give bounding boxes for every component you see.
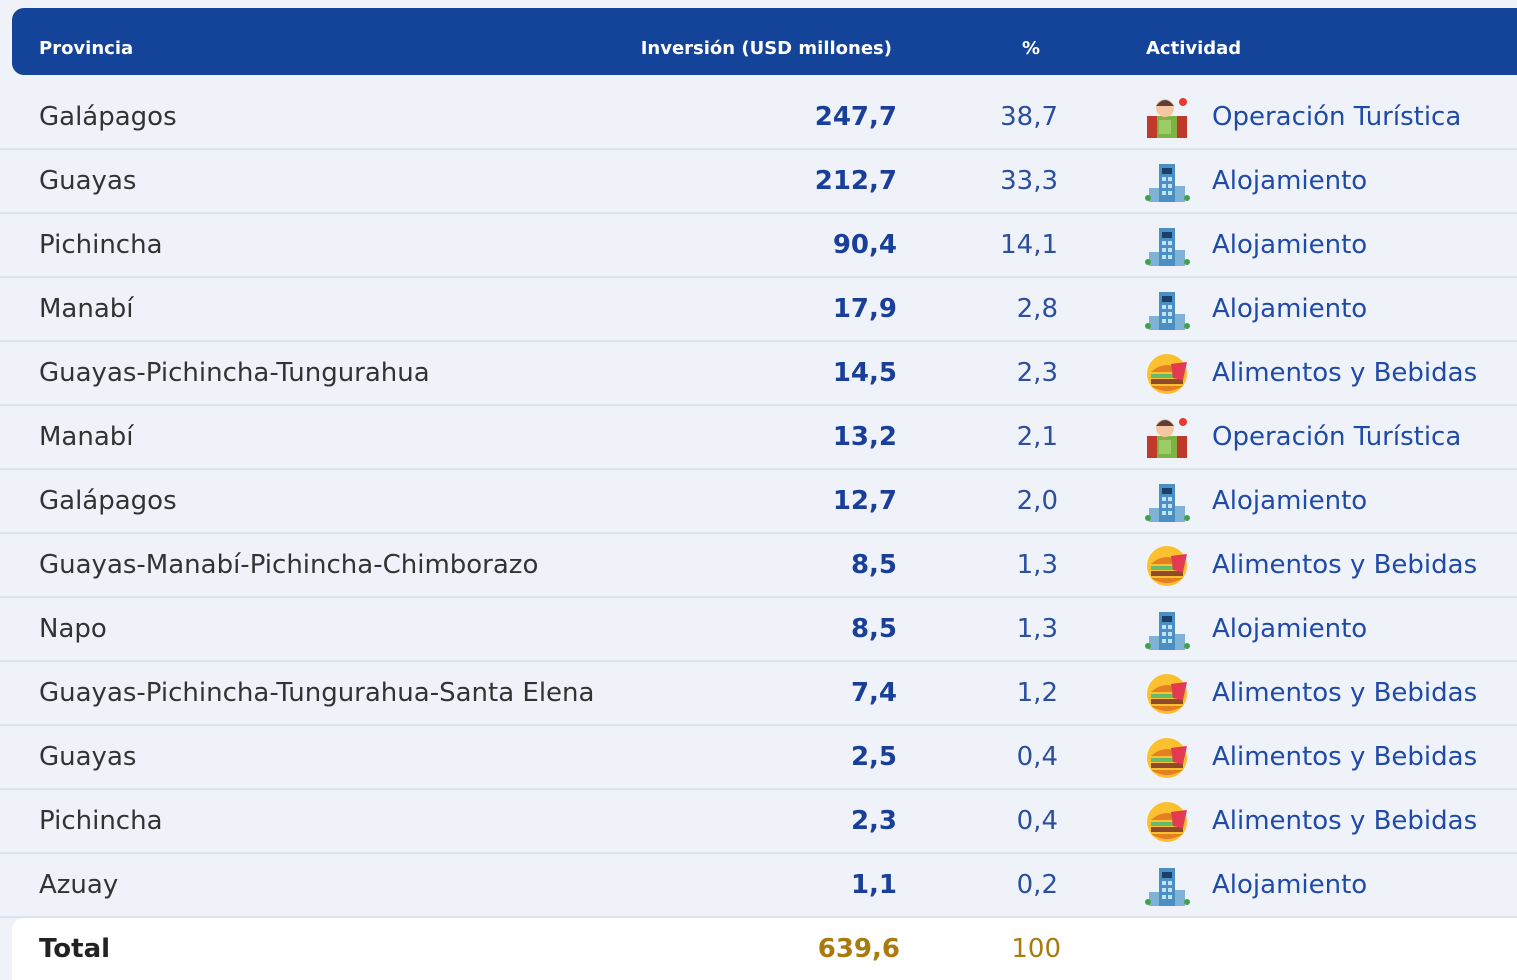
- percent: 1,3: [1016, 550, 1058, 580]
- provincia: Guayas: [39, 742, 137, 772]
- table-row: Pichincha 2,3 0,4 Alimentos y Bebidas: [0, 790, 1517, 854]
- activity-icon: [1143, 798, 1191, 846]
- inversion: 2,5: [850, 742, 897, 772]
- activity-icon: [1143, 734, 1191, 782]
- table-row: Pichincha 90,4 14,1 Alojamiento: [0, 214, 1517, 278]
- activity-icon: [1143, 222, 1191, 270]
- inversion: 2,3: [850, 806, 897, 836]
- actividad: Alojamiento: [1212, 870, 1368, 900]
- table-row: Manabí 17,9 2,8 Alojamiento: [0, 278, 1517, 342]
- inversion: 8,5: [850, 614, 897, 644]
- percent: 0,2: [1016, 870, 1058, 900]
- percent: 2,1: [1016, 422, 1058, 452]
- table-row: Azuay 1,1 0,2 Alojamiento: [0, 854, 1517, 918]
- inversion: 90,4: [832, 230, 897, 260]
- inversion: 247,7: [814, 102, 897, 132]
- provincia: Galápagos: [39, 102, 177, 132]
- activity-icon: [1143, 414, 1191, 462]
- actividad: Operación Turística: [1212, 102, 1462, 132]
- header-inversion: Inversión (USD millones): [640, 38, 892, 59]
- actividad: Alojamiento: [1212, 486, 1368, 516]
- activity-icon: [1143, 862, 1191, 910]
- provincia: Azuay: [39, 870, 119, 900]
- actividad: Alimentos y Bebidas: [1212, 742, 1478, 772]
- provincia: Pichincha: [39, 230, 163, 260]
- activity-icon: [1143, 542, 1191, 590]
- provincia: Pichincha: [39, 806, 163, 836]
- inversion: 1,1: [850, 870, 897, 900]
- actividad: Alojamiento: [1212, 294, 1368, 324]
- table-row: Guayas 2,5 0,4 Alimentos y Bebidas: [0, 726, 1517, 790]
- activity-icon: [1143, 478, 1191, 526]
- activity-icon: [1143, 94, 1191, 142]
- actividad: Alojamiento: [1212, 614, 1368, 644]
- total-row: Total 639,6 100: [12, 918, 1517, 980]
- percent: 2,0: [1016, 486, 1058, 516]
- table-header: Provincia Inversión (USD millones) % Act…: [12, 8, 1517, 75]
- actividad: Alimentos y Bebidas: [1212, 806, 1478, 836]
- header-provincia: Provincia: [39, 38, 134, 59]
- inversion: 8,5: [850, 550, 897, 580]
- percent: 33,3: [1000, 166, 1058, 196]
- inversion: 7,4: [850, 678, 897, 708]
- table-row: Guayas 212,7 33,3 Alojamiento: [0, 150, 1517, 214]
- provincia: Guayas-Pichincha-Tungurahua: [39, 358, 430, 388]
- header-percent: %: [1022, 38, 1041, 59]
- activity-icon: [1143, 158, 1191, 206]
- table-row: Manabí 13,2 2,1 Operación Turística: [0, 406, 1517, 470]
- percent: 0,4: [1016, 806, 1058, 836]
- total-percent: 100: [1011, 934, 1061, 964]
- inversion: 12,7: [832, 486, 897, 516]
- activity-icon: [1143, 350, 1191, 398]
- actividad: Alojamiento: [1212, 230, 1368, 260]
- provincia: Guayas-Pichincha-Tungurahua-Santa Elena: [39, 678, 595, 708]
- percent: 0,4: [1016, 742, 1058, 772]
- header-actividad: Actividad: [1146, 38, 1242, 59]
- percent: 14,1: [1000, 230, 1058, 260]
- table-row: Guayas-Pichincha-Tungurahua-Santa Elena 7…: [0, 662, 1517, 726]
- percent: 1,2: [1016, 678, 1058, 708]
- activity-icon: [1143, 286, 1191, 334]
- activity-icon: [1143, 670, 1191, 718]
- inversion: 17,9: [832, 294, 897, 324]
- actividad: Alimentos y Bebidas: [1212, 550, 1478, 580]
- percent: 1,3: [1016, 614, 1058, 644]
- table-row: Guayas-Manabí-Pichincha-Chimborazo 8,5 1,3…: [0, 534, 1517, 598]
- provincia: Manabí: [39, 422, 134, 452]
- percent: 38,7: [1000, 102, 1058, 132]
- provincia: Guayas-Manabí-Pichincha-Chimborazo: [39, 550, 539, 580]
- actividad: Operación Turística: [1212, 422, 1462, 452]
- total-label: Total: [39, 934, 111, 964]
- inversion: 212,7: [814, 166, 897, 196]
- percent: 2,3: [1016, 358, 1058, 388]
- table-row: Galápagos 12,7 2,0 Alojamiento: [0, 470, 1517, 534]
- provincia: Napo: [39, 614, 107, 644]
- actividad: Alojamiento: [1212, 166, 1368, 196]
- percent: 2,8: [1016, 294, 1058, 324]
- actividad: Alimentos y Bebidas: [1212, 358, 1478, 388]
- table-row: Guayas-Pichincha-Tungurahua 14,5 2,3 Alimen…: [0, 342, 1517, 406]
- activity-icon: [1143, 606, 1191, 654]
- provincia: Galápagos: [39, 486, 177, 516]
- inversion: 13,2: [832, 422, 897, 452]
- provincia: Manabí: [39, 294, 134, 324]
- table-row: Napo 8,5 1,3 Alojamiento: [0, 598, 1517, 662]
- table-row: Galápagos 247,7 38,7 Operación Turística: [0, 86, 1517, 150]
- total-inversion: 639,6: [817, 934, 900, 964]
- provincia: Guayas: [39, 166, 137, 196]
- inversion: 14,5: [832, 358, 897, 388]
- actividad: Alimentos y Bebidas: [1212, 678, 1478, 708]
